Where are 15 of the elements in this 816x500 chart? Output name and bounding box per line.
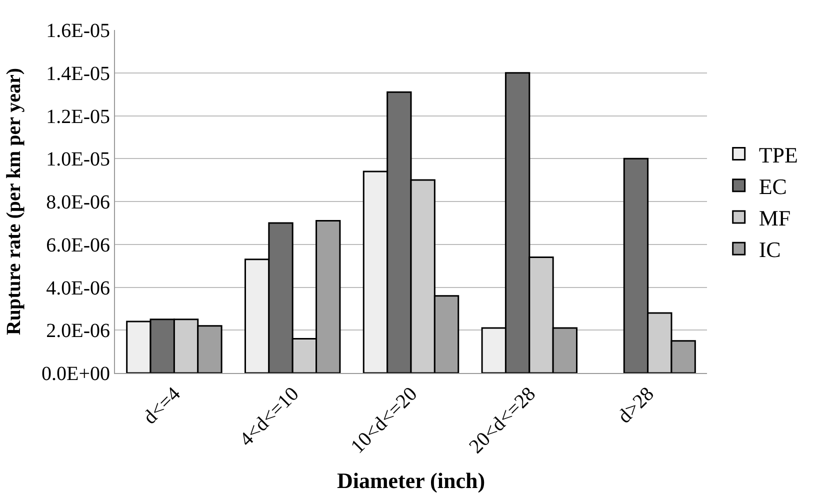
- y-tick-label: 8.0E-06: [46, 192, 110, 214]
- x-axis-title: Diameter (inch): [336, 468, 486, 493]
- y-tick-label: 6.0E-06: [46, 234, 110, 256]
- y-tick-label: 4.0E-06: [46, 277, 110, 300]
- y-axis-title: Rupture rate (per km per year): [3, 68, 25, 336]
- legend-label: TPE: [758, 142, 798, 168]
- y-tick-label: 1.6E-05: [46, 20, 110, 42]
- y-tick-label: 2.0E-06: [46, 320, 110, 342]
- y-tick-label: 1.0E-05: [46, 148, 110, 171]
- y-tick-label: 1.4E-05: [46, 62, 110, 85]
- legend-label: IC: [758, 237, 781, 262]
- legend-label: MF: [758, 206, 791, 231]
- legend-label: EC: [758, 174, 787, 199]
- y-tick-label: 1.2E-05: [46, 106, 110, 128]
- y-tick-label: 0.0E+00: [42, 363, 110, 385]
